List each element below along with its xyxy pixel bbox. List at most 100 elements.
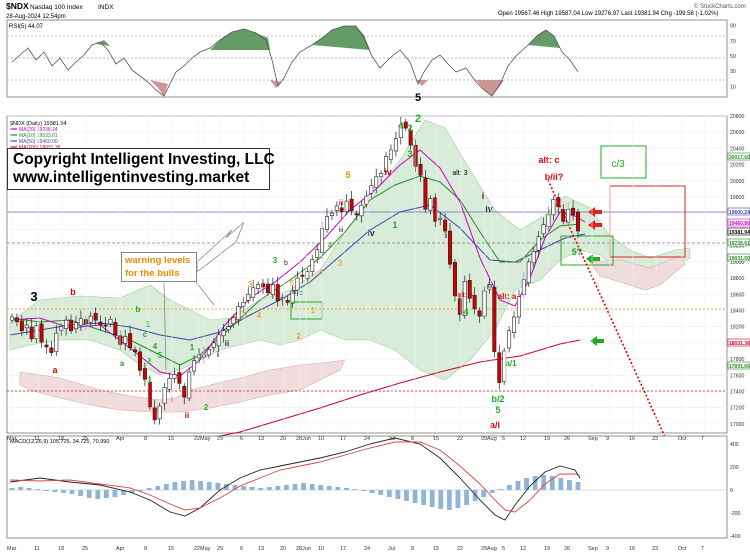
candle-body — [236, 306, 241, 320]
candle-body — [324, 216, 329, 230]
date-tick: 5 — [502, 436, 505, 442]
wave-label: iv — [485, 204, 493, 214]
candle-body — [349, 198, 354, 212]
price-tick-label: 17200 — [730, 406, 745, 412]
macd-label: MACD(12,26,9) 105.725, 34.725, 70.990 — [10, 439, 109, 445]
macd-bar — [241, 486, 246, 490]
macd-date-tick: Jun — [302, 546, 311, 552]
macd-bar — [318, 485, 324, 490]
candle-body — [516, 296, 521, 318]
date-tick: 12 — [520, 436, 526, 442]
macd-date-tick: 12 — [520, 546, 526, 552]
macd-tick-label: -400 — [730, 534, 740, 540]
wave-label: 3 — [273, 256, 278, 265]
macd-date-tick: 29 — [481, 546, 487, 552]
wave-label: a — [52, 365, 58, 375]
macd-bar — [404, 490, 409, 501]
macd-date-tick: 7 — [701, 546, 704, 552]
macd-date-tick: Jul — [388, 546, 395, 552]
macd-bar — [472, 490, 478, 501]
wave-label: 3 — [30, 289, 37, 304]
price-tag: 19600.24 — [729, 210, 750, 216]
wave-label: 2 — [415, 113, 421, 125]
macd-bar — [464, 490, 469, 505]
candle-body — [206, 349, 211, 356]
macd-bar — [498, 489, 504, 490]
macd-bar — [361, 490, 367, 491]
candle-body — [128, 333, 133, 349]
wave-label: b/ii? — [545, 172, 564, 182]
candle-body — [551, 199, 556, 216]
date-tick: 29 — [217, 436, 223, 442]
date-tick: 17 — [340, 436, 346, 442]
macd-date-tick: 15 — [433, 546, 439, 552]
candle-body — [403, 121, 408, 129]
candle-body — [226, 326, 231, 331]
candle-body — [512, 316, 517, 333]
candle-body — [408, 129, 413, 146]
macd-bar — [558, 478, 564, 490]
projection-line — [547, 179, 682, 473]
candle-body — [315, 249, 320, 258]
candle-body — [49, 347, 54, 353]
price-tick-label: 18200 — [730, 325, 745, 331]
candle-body — [379, 173, 384, 178]
date-tick: 20 — [280, 436, 286, 442]
wave-label: 2 — [204, 403, 209, 412]
candle-body — [384, 156, 389, 172]
date-tick: 7 — [701, 436, 704, 442]
wave-label: c — [299, 290, 303, 297]
warning-line-2: for the bulls — [125, 268, 180, 279]
macd-date-tick: Mar — [7, 546, 17, 552]
macd-date-tick: 18 — [58, 546, 64, 552]
candle-body — [231, 317, 236, 325]
candle-body — [571, 207, 576, 216]
macd-date-tick: 22 — [457, 546, 463, 552]
date-tick: 8 — [144, 436, 147, 442]
macd-date-tick: 6 — [240, 546, 243, 552]
candle-body — [467, 280, 472, 299]
wave-label: a — [120, 359, 125, 368]
price-tag-box — [727, 218, 750, 227]
wave-label: b — [136, 305, 141, 314]
candle-body — [497, 352, 502, 383]
price-tag: 20017.60 — [729, 155, 750, 161]
candle-body — [147, 381, 152, 408]
wave-label: c/3 — [611, 159, 625, 170]
candle-body — [93, 312, 98, 321]
price-tag: 18031.36 — [729, 341, 750, 347]
candle-body — [113, 321, 118, 336]
rsi-panel: RSI(5) 44.07 90 70 50 30 10 — [6, 19, 736, 98]
green-box-5 — [600, 145, 647, 179]
date-tick: 10 — [318, 436, 324, 442]
wave-label: 3 — [338, 259, 343, 268]
rsi-tick-label: 10 — [730, 84, 736, 90]
macd-date-tick: 11 — [34, 546, 40, 552]
price-tick-label: 18400 — [730, 308, 745, 314]
macd-date-tick: 9 — [606, 546, 609, 552]
candle-body — [261, 283, 266, 288]
macd-panel: MACD(12,26,9) 105.725, 34.725, 70.990 40… — [6, 435, 740, 552]
price-tick-label: 17000 — [730, 422, 745, 428]
macd-bar — [155, 486, 161, 490]
date-tick: Jul — [388, 436, 395, 442]
price-tag: 19238.61 — [729, 241, 750, 247]
red-arrow-2 — [588, 220, 602, 230]
macd-bar — [249, 487, 255, 490]
candle-body — [265, 283, 270, 293]
macd-tick-label: 200 — [730, 465, 739, 471]
candle-body — [177, 372, 182, 384]
wave-label: 2 — [147, 357, 152, 366]
price-tag-box — [727, 207, 750, 216]
price-tag-box — [727, 238, 750, 247]
wave-label: 4 — [153, 342, 158, 351]
macd-bar — [549, 476, 555, 490]
price-tick-label: 19200 — [730, 244, 745, 250]
wave-label: iii — [339, 227, 344, 234]
ma50-line — [9, 204, 586, 341]
candle-body — [492, 287, 497, 353]
candle-body — [359, 204, 364, 217]
date-tick: 15 — [433, 436, 439, 442]
copyright-box: Copyright Intelligent Investing, LLC www… — [7, 148, 275, 190]
